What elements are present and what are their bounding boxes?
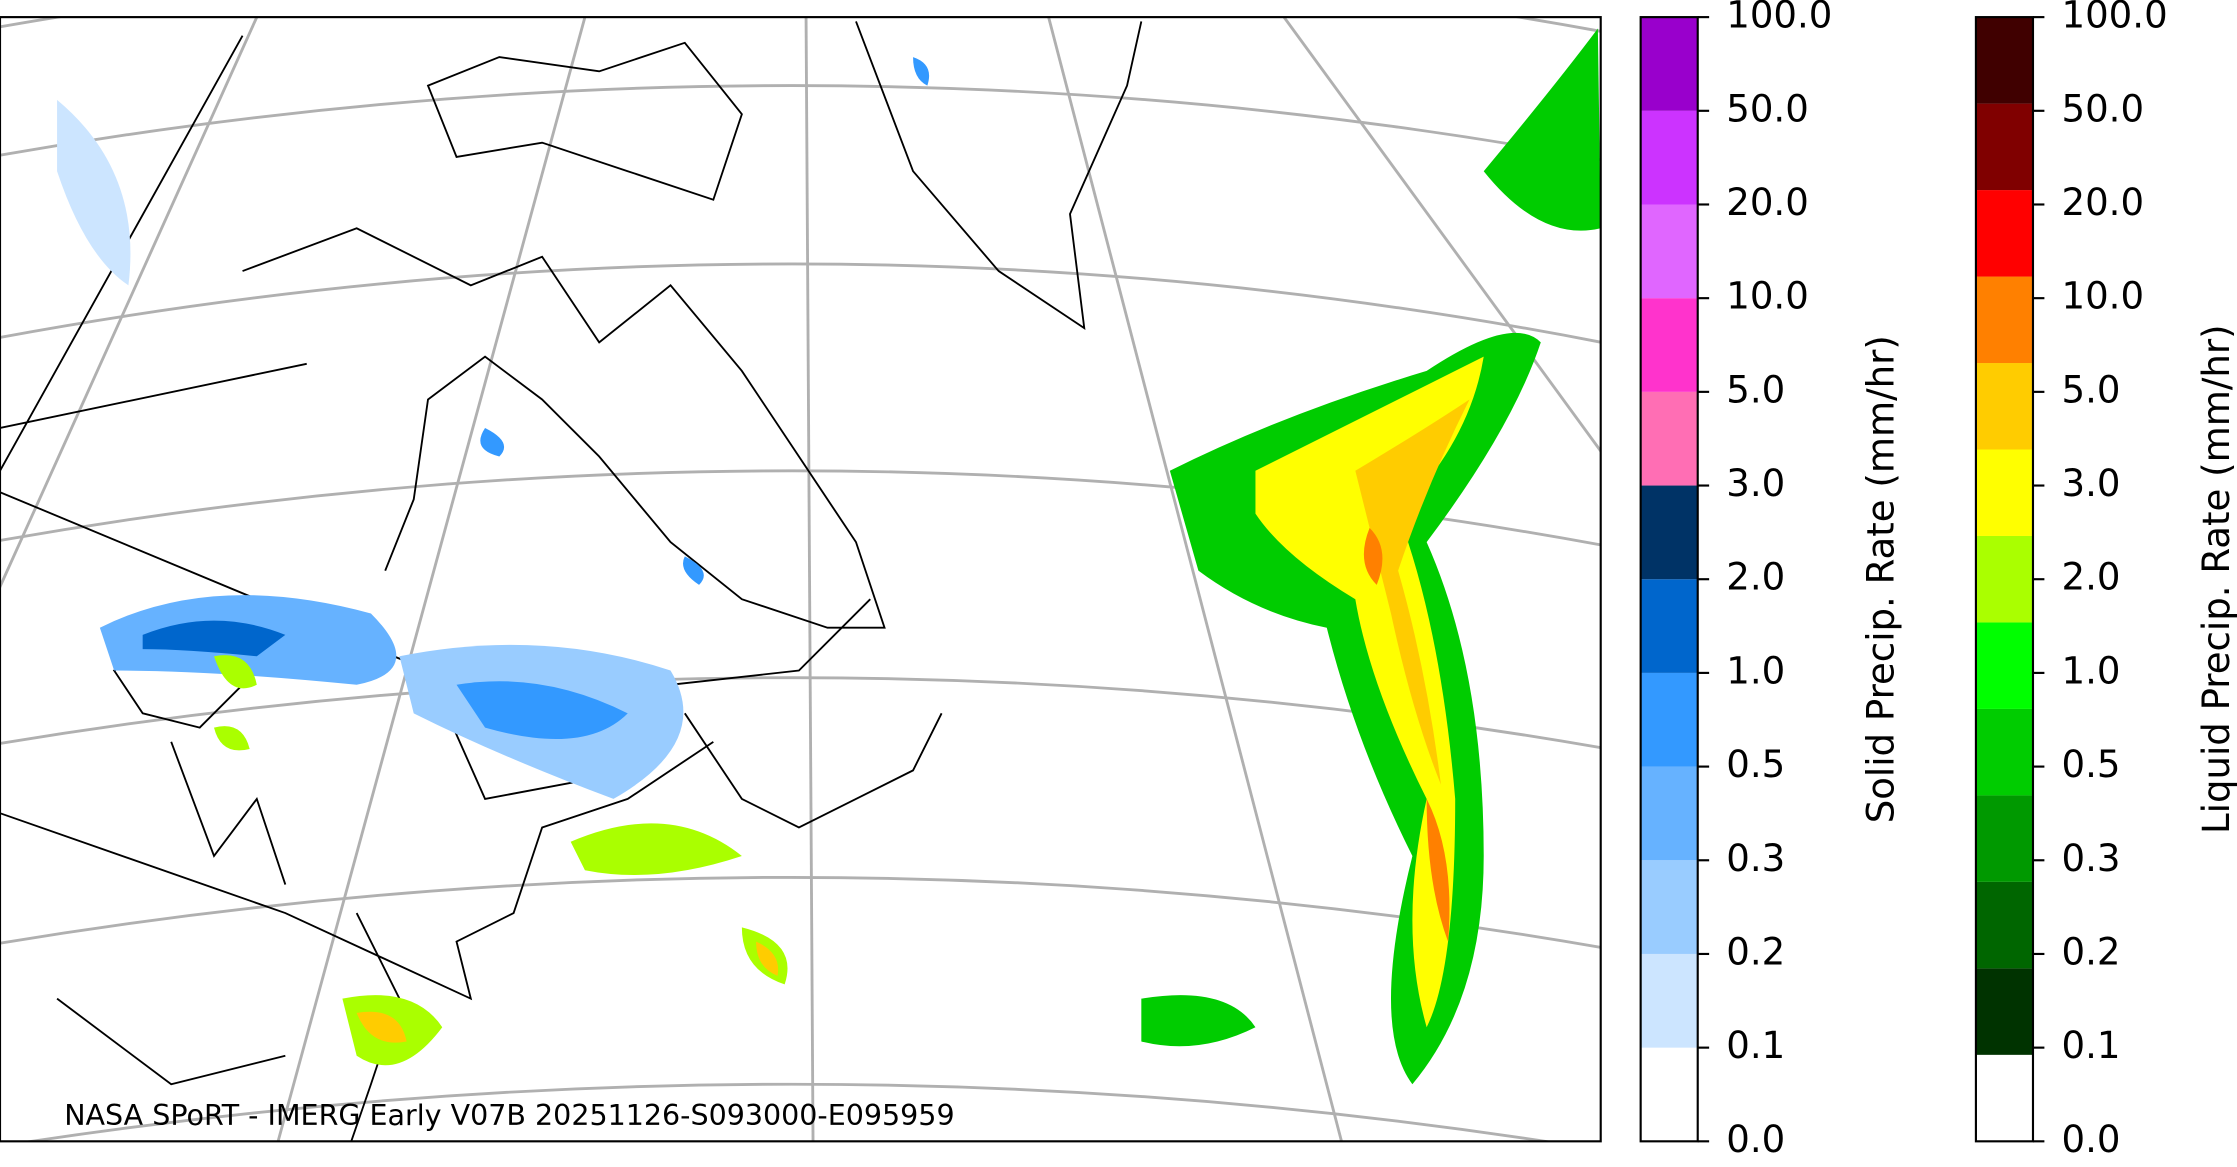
colorbar-segment bbox=[1640, 298, 1698, 392]
colorbar-tick-label: 1.0 bbox=[2062, 649, 2121, 692]
colorbars: 0.0 0.1 0.2 0.3 0.5 1.0 2.0 3.0 5.0 10.0 20.0 50.0 1… bbox=[1639, 0, 2237, 1161]
solid-precip bbox=[57, 57, 930, 799]
map bbox=[0, 17, 1601, 1142]
colorbar-tick-label: 50.0 bbox=[2062, 87, 2145, 130]
colorbar-segment bbox=[1975, 363, 2033, 450]
colorbar-tick-label: 0.0 bbox=[2062, 1118, 2121, 1161]
colorbar-tick-label: 5.0 bbox=[2062, 368, 2121, 411]
colorbar-tick-label: 10.0 bbox=[1726, 275, 1809, 318]
map-frame bbox=[0, 16, 1602, 1143]
colorbar-segment bbox=[1975, 17, 2033, 104]
colorbar-tick-label: 100.0 bbox=[1726, 0, 1832, 37]
colorbar-tick-label: 0.5 bbox=[1726, 743, 1785, 786]
colorbar-segment bbox=[1640, 391, 1698, 486]
colorbar-segment bbox=[1975, 190, 2033, 277]
colorbar-tick-label: 2.0 bbox=[1726, 556, 1785, 599]
colorbar-segment bbox=[1975, 535, 2033, 623]
colorbar-segment bbox=[1975, 968, 2033, 1055]
colorbar-segment bbox=[1640, 766, 1698, 861]
colorbar-segment bbox=[1975, 795, 2033, 882]
colorbar-segment bbox=[1640, 1047, 1698, 1142]
colorbar-segment bbox=[1640, 110, 1698, 205]
colorbar-tick-label: 10.0 bbox=[2062, 275, 2145, 318]
colorbar-segment bbox=[1640, 953, 1698, 1048]
colorbar-tick-label: 50.0 bbox=[1726, 87, 1809, 130]
colorbar-segment bbox=[1640, 485, 1698, 580]
colorbar-segment bbox=[1975, 708, 2033, 796]
colorbar-label: Liquid Precip. Rate (mm/hr) bbox=[2195, 324, 2237, 834]
colorbar-segment bbox=[1640, 17, 1698, 111]
colorbar-tick-label: 0.3 bbox=[1726, 837, 1785, 880]
colorbar-segment bbox=[1975, 449, 2033, 536]
colorbar-tick-label: 3.0 bbox=[2062, 462, 2121, 505]
colorbar-segment bbox=[1640, 860, 1698, 954]
colorbar-segment bbox=[1640, 672, 1698, 767]
colorbar-label: Solid Precip. Rate (mm/hr) bbox=[1860, 335, 1903, 823]
colorbar-segment bbox=[1975, 276, 2033, 364]
colorbar-tick-label: 0.0 bbox=[1726, 1118, 1785, 1161]
colorbar-tick-label: 0.2 bbox=[1726, 930, 1785, 973]
colorbar-segment bbox=[1975, 1054, 2033, 1142]
colorbar-tick-label: 3.0 bbox=[1726, 462, 1785, 505]
colorbar-tick-label: 20.0 bbox=[2062, 181, 2145, 224]
colorbar-tick-label: 0.5 bbox=[2062, 743, 2121, 786]
colorbar-segment bbox=[1640, 579, 1698, 673]
colorbar-tick-label: 100.0 bbox=[2062, 0, 2168, 37]
colorbar-tick-label: 1.0 bbox=[1726, 649, 1785, 692]
colorbar-tick-label: 0.1 bbox=[2062, 1024, 2121, 1067]
liquid-precip bbox=[214, 28, 1601, 1085]
colorbar-segment bbox=[1975, 622, 2033, 709]
colorbar-tick-label: 0.1 bbox=[1726, 1024, 1785, 1067]
colorbar-segment bbox=[1975, 881, 2033, 969]
colorbar-tick-label: 20.0 bbox=[1726, 181, 1809, 224]
colorbar-tick-label: 2.0 bbox=[2062, 556, 2121, 599]
colorbar-segment bbox=[1640, 204, 1698, 299]
colorbar-tick-label: 0.3 bbox=[2062, 837, 2121, 880]
colorbar-tick-label: 0.2 bbox=[2062, 930, 2121, 973]
caption: NASA SPoRT - IMERG Early V07B 20251126-S… bbox=[64, 1099, 954, 1132]
colorbar-tick-label: 5.0 bbox=[1726, 368, 1785, 411]
colorbar-segment bbox=[1975, 103, 2033, 191]
